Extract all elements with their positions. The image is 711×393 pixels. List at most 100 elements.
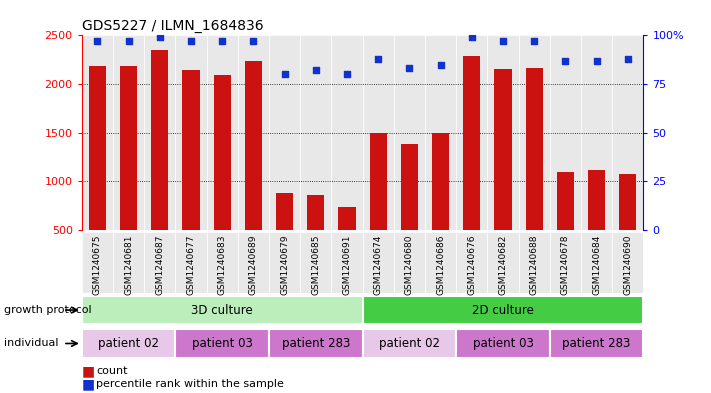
Point — [404, 65, 415, 72]
Text: GSM1240677: GSM1240677 — [186, 235, 196, 296]
Text: ■: ■ — [82, 377, 95, 391]
Bar — [338, 207, 356, 230]
Bar — [120, 66, 137, 230]
Point — [591, 57, 602, 64]
Bar — [82, 329, 176, 358]
Point — [622, 55, 634, 62]
Text: patient 283: patient 283 — [562, 337, 631, 350]
Text: GDS5227 / ILMN_1684836: GDS5227 / ILMN_1684836 — [82, 19, 263, 33]
Bar — [370, 132, 387, 230]
Text: GSM1240686: GSM1240686 — [436, 235, 445, 296]
Bar — [550, 232, 581, 293]
Bar — [432, 132, 449, 230]
Point — [466, 34, 478, 40]
Bar — [612, 35, 643, 230]
Text: GSM1240687: GSM1240687 — [155, 235, 164, 296]
Bar — [183, 70, 200, 230]
Text: patient 02: patient 02 — [98, 337, 159, 350]
Text: patient 03: patient 03 — [473, 337, 533, 350]
Bar — [82, 296, 363, 324]
Bar — [525, 68, 542, 230]
Bar — [213, 75, 231, 230]
Bar — [456, 35, 488, 230]
Point — [528, 38, 540, 44]
Bar — [176, 329, 269, 358]
Bar — [245, 61, 262, 230]
Bar — [269, 232, 300, 293]
Bar — [176, 35, 207, 230]
Point — [186, 38, 197, 44]
Bar — [612, 232, 643, 293]
Bar — [207, 35, 237, 230]
Bar — [82, 35, 113, 230]
Bar — [113, 35, 144, 230]
Bar — [518, 232, 550, 293]
Point — [341, 71, 353, 77]
Bar — [307, 195, 324, 230]
Point — [217, 38, 228, 44]
Text: ■: ■ — [82, 364, 95, 378]
Text: patient 03: patient 03 — [192, 337, 252, 350]
Bar — [237, 35, 269, 230]
Bar — [300, 35, 331, 230]
Bar — [581, 35, 612, 230]
Bar — [456, 329, 550, 358]
Text: GSM1240680: GSM1240680 — [405, 235, 414, 296]
Bar — [237, 232, 269, 293]
Bar — [144, 35, 176, 230]
Bar — [144, 232, 176, 293]
Bar — [82, 232, 113, 293]
Point — [435, 61, 447, 68]
Text: GSM1240681: GSM1240681 — [124, 235, 133, 296]
Bar — [425, 35, 456, 230]
Text: GSM1240690: GSM1240690 — [624, 235, 632, 296]
Bar — [89, 66, 106, 230]
Bar — [331, 35, 363, 230]
Bar — [425, 232, 456, 293]
Bar — [151, 50, 169, 230]
Bar — [363, 296, 643, 324]
Bar — [269, 35, 300, 230]
Text: GSM1240682: GSM1240682 — [498, 235, 508, 295]
Bar — [394, 232, 425, 293]
Text: GSM1240678: GSM1240678 — [561, 235, 570, 296]
Text: GSM1240675: GSM1240675 — [93, 235, 102, 296]
Bar — [557, 171, 574, 230]
Bar — [488, 35, 518, 230]
Text: GSM1240685: GSM1240685 — [311, 235, 320, 296]
Text: GSM1240691: GSM1240691 — [343, 235, 351, 296]
Point — [279, 71, 290, 77]
Text: GSM1240674: GSM1240674 — [374, 235, 383, 295]
Bar — [363, 35, 394, 230]
Point — [247, 38, 259, 44]
Bar — [276, 193, 293, 230]
Bar — [401, 144, 418, 230]
Point — [560, 57, 571, 64]
Bar — [300, 232, 331, 293]
Bar — [518, 35, 550, 230]
Bar — [363, 329, 456, 358]
Bar — [113, 232, 144, 293]
Bar — [550, 35, 581, 230]
Bar — [331, 232, 363, 293]
Point — [123, 38, 134, 44]
Bar — [207, 232, 237, 293]
Bar — [464, 56, 481, 230]
Point — [373, 55, 384, 62]
Bar — [588, 170, 605, 230]
Bar — [581, 232, 612, 293]
Text: GSM1240688: GSM1240688 — [530, 235, 539, 296]
Bar — [619, 174, 636, 230]
Text: 3D culture: 3D culture — [191, 303, 253, 317]
Bar — [394, 35, 425, 230]
Text: patient 283: patient 283 — [282, 337, 350, 350]
Point — [154, 34, 166, 40]
Text: GSM1240683: GSM1240683 — [218, 235, 227, 296]
Text: percentile rank within the sample: percentile rank within the sample — [96, 379, 284, 389]
Text: individual: individual — [4, 338, 58, 349]
Bar — [488, 232, 518, 293]
Bar — [363, 232, 394, 293]
Bar — [550, 329, 643, 358]
Text: count: count — [96, 366, 127, 376]
Point — [310, 67, 321, 73]
